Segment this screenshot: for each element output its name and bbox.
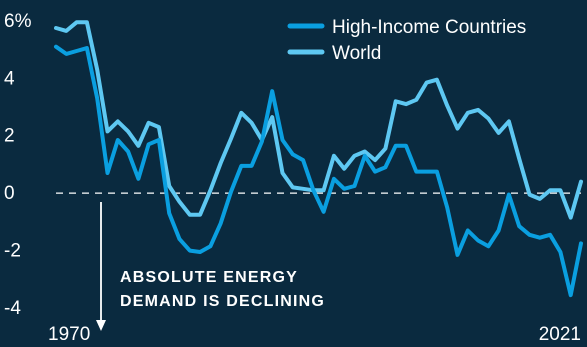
- series-line-high-income: [54, 44, 583, 298]
- series-lines: [54, 20, 583, 298]
- y-tick-label: 4: [4, 68, 15, 89]
- y-tick-label: 0: [4, 183, 15, 204]
- series-line-world: [54, 20, 583, 220]
- legend-label: High-Income Countries: [332, 17, 526, 38]
- x-tick-label: 1970: [48, 324, 90, 345]
- legend-label: World: [332, 43, 381, 64]
- y-tick-label: 2: [4, 126, 15, 147]
- annotation-line-2: DEMAND IS DECLINING: [120, 293, 325, 310]
- y-axis-tick-labels: 6% 4 2 0 -2 -4: [4, 11, 32, 319]
- legend: High-Income Countries World: [287, 17, 526, 64]
- x-tick-label: 2021: [539, 324, 581, 345]
- y-tick-label: -4: [4, 298, 21, 319]
- x-axis-tick-labels: 1970 2021: [48, 324, 581, 345]
- down-arrow-head-icon: [96, 320, 106, 331]
- y-tick-label: 6%: [4, 11, 32, 32]
- y-tick-label: -2: [4, 241, 21, 262]
- declining-demand-annotation: ABSOLUTE ENERGY DEMAND IS DECLINING: [96, 202, 325, 331]
- annotation-line-1: ABSOLUTE ENERGY: [120, 269, 298, 286]
